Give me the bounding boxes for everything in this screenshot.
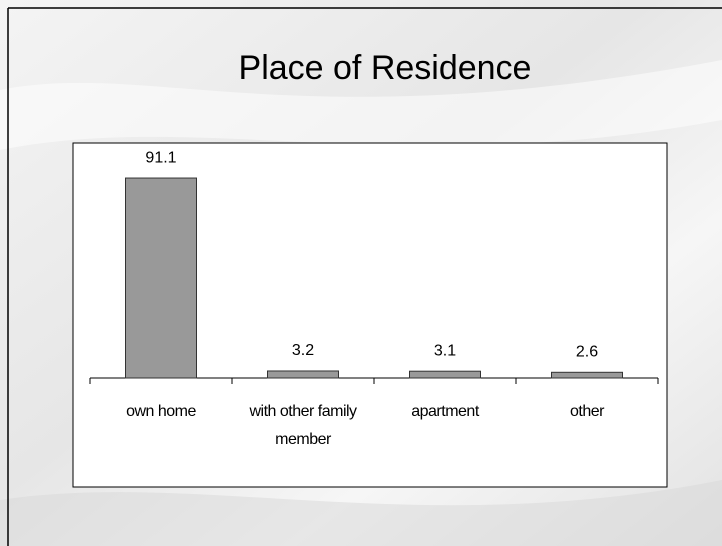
data-label: 3.1 [434,342,456,359]
bar [409,370,481,379]
x-tick-label: other [570,403,604,420]
chart-title: Place of Residence [239,49,532,87]
x-tick-label: with other family member [249,403,357,448]
data-label: 2.6 [576,344,598,361]
bar [551,371,623,379]
data-label: 91.1 [145,149,176,166]
data-label: 3.2 [292,342,314,359]
swirl [0,480,722,546]
x-tick-label: apartment [411,403,479,420]
x-tick-label: own home [126,403,196,420]
swirl [0,60,722,150]
bar [125,177,197,379]
bar [267,370,339,379]
